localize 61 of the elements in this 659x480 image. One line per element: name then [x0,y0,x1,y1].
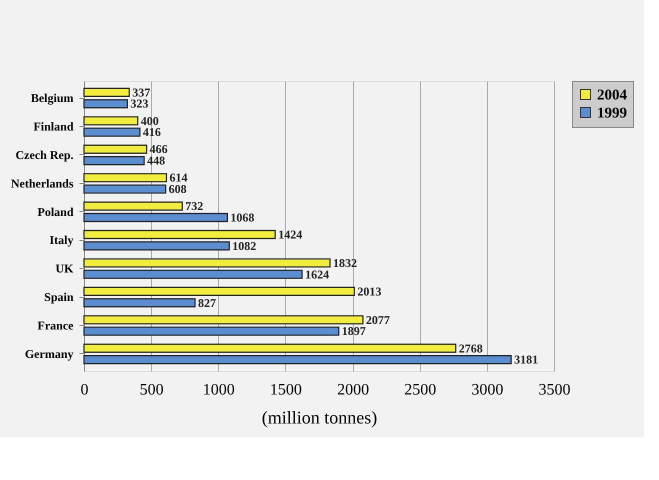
data-label: 323 [130,96,148,111]
bar [83,156,145,166]
data-label: 466 [150,142,168,156]
bar [83,202,183,211]
x-axis-title: (million tonnes) [262,408,378,428]
bar [83,99,128,108]
data-label: 827 [198,296,216,310]
data-label: 416 [142,125,161,140]
data-label: 1424 [278,228,302,242]
data-label: 1832 [333,256,358,270]
y-tick-label: Finland [33,119,74,134]
bar [83,116,138,126]
x-tick-label: 500 [140,382,164,398]
bar [83,241,230,250]
legend-label: 1999 [597,106,627,122]
data-label: 732 [185,199,204,214]
x-tick-label: 2000 [337,382,370,398]
bar [83,88,130,97]
bar [83,344,456,353]
data-label: 1068 [230,210,254,224]
data-label: 2077 [366,312,390,327]
y-tick-label: Czech Rep. [16,148,74,162]
data-label: 614 [169,170,188,185]
x-tick-label: 1500 [270,382,302,398]
data-label: 2013 [357,284,382,298]
x-tick-label: 3500 [538,382,570,398]
bar [83,184,166,194]
y-tick-label: France [38,318,74,333]
bar [83,230,276,240]
x-tick-label: 0 [80,382,88,398]
bar [83,258,331,268]
data-label: 3181 [514,352,538,367]
data-label: 608 [168,182,187,196]
x-tick-label: 1000 [202,382,235,398]
bar [83,315,364,324]
bar [83,173,168,182]
data-label: 1897 [342,324,366,338]
y-tick-label: Belgium [30,91,74,106]
y-tick-label: Italy [50,233,74,248]
y-tick-label: Germany [24,346,74,361]
bar [83,212,228,222]
bar [83,326,340,336]
x-tick-label: 3000 [471,382,504,398]
bar [83,298,196,308]
bar [83,355,512,364]
y-tick-label: UK [56,262,74,276]
data-label: 1082 [232,238,256,253]
data-label: 1624 [305,267,330,282]
bar [83,286,355,296]
y-tick-label: Netherlands [10,176,74,190]
legend-label: 2004 [597,88,628,104]
data-label: 337 [132,85,150,100]
bar [83,144,148,154]
data-label: 400 [140,114,159,128]
bar [83,128,140,137]
y-tick-label: Spain [44,290,74,304]
data-label: 448 [147,154,166,168]
data-label: 2768 [458,341,483,356]
x-tick-label: 2500 [404,382,436,398]
y-tick-label: Poland [37,204,74,219]
bar [83,270,303,279]
